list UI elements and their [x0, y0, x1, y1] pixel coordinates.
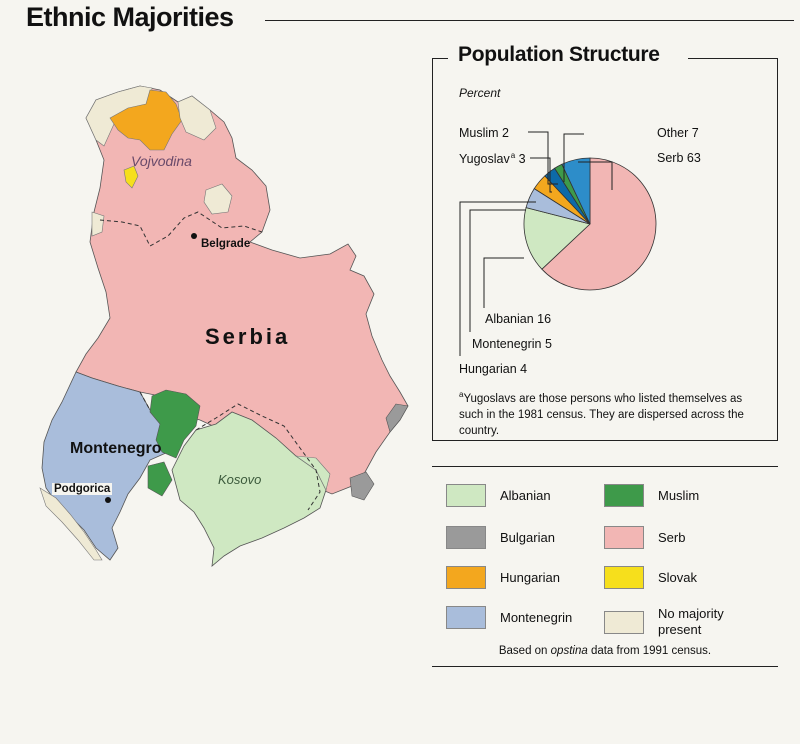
legend-swatch-muslim	[604, 484, 644, 507]
legend-label-montenegrin: Montenegrin	[500, 609, 573, 625]
chart-subtitle: Percent	[459, 86, 501, 100]
leader-albanian	[483, 257, 524, 308]
legend-item-slovak: Slovak	[604, 566, 697, 589]
map-region-hungarian	[109, 89, 183, 151]
legend-item-albanian: Albanian	[446, 484, 551, 507]
label-serbia: Serbia	[205, 324, 291, 349]
legend-label-bulgarian: Bulgarian	[500, 529, 555, 545]
leader-montenegrin	[469, 209, 526, 332]
map-region-slovak	[123, 165, 139, 189]
legend-item-muslim: Muslim	[604, 484, 699, 507]
pie-label-montenegrin: Montenegrin 5	[472, 337, 552, 351]
legend-rule-top	[432, 466, 778, 467]
legend-item-hungarian: Hungarian	[446, 566, 560, 589]
legend-swatch-no-majority	[604, 610, 644, 634]
pie-label-yugoslav-name: Yugoslav	[459, 152, 510, 167]
legend-swatch-albanian	[446, 484, 486, 507]
city-marker-podgorica	[105, 497, 111, 503]
panel-rule-right	[688, 58, 778, 59]
legend-item-serb: Serb	[604, 526, 685, 549]
chart-title: Population Structure	[458, 43, 660, 66]
legend-label-no-majority: No majority present	[658, 606, 724, 637]
legend-swatch-montenegrin	[446, 606, 486, 629]
leader-hungarian	[459, 201, 536, 356]
label-vojvodina: Vojvodina	[131, 153, 192, 169]
pie-chart	[459, 131, 657, 356]
pie-label-yugoslav-value: 3	[515, 152, 526, 167]
map-region-albanian-east	[294, 455, 331, 491]
montenegro-border	[139, 391, 151, 411]
legend-item-no-majority: No majority present	[604, 606, 748, 638]
legend-label-slovak: Slovak	[658, 569, 698, 585]
map-region-no-majority-west	[91, 211, 105, 237]
footnote-mark: a	[459, 390, 464, 399]
map-region-muslim	[149, 389, 201, 459]
legend-note-prefix: Based on	[498, 645, 551, 657]
page-title: Ethnic Majorities	[22, 2, 240, 33]
legend-label-albanian: Albanian	[500, 487, 551, 503]
label-podgorica: Podgorica	[52, 483, 113, 495]
ethnic-map	[39, 85, 409, 567]
leader-yugoslav	[530, 157, 552, 193]
legend-swatch-serb	[604, 526, 644, 549]
leader-serb	[578, 161, 613, 190]
city-marker-belgrade	[191, 233, 197, 239]
label-kosovo: Kosovo	[218, 472, 262, 487]
map-region-no-majority-east	[203, 183, 233, 215]
pie-label-hungarian: Hungarian 4	[459, 362, 528, 376]
pie-label-other: Other 7	[657, 126, 699, 140]
vojvodina-border	[99, 211, 263, 247]
map-region-bulgarian-north	[385, 403, 409, 433]
legend-label-muslim: Muslim	[658, 487, 700, 503]
map-region-muslim-south	[147, 461, 173, 497]
legend-swatch-slovak	[604, 566, 644, 589]
title-rule	[265, 20, 794, 21]
pie-label-yugoslav-mark: a	[510, 151, 516, 160]
legend-label-serb: Serb	[658, 529, 686, 545]
legend-rule-bottom	[432, 666, 778, 667]
leader-other	[563, 133, 584, 182]
map-region-bulgarian-south	[349, 471, 375, 501]
legend-swatch-hungarian	[446, 566, 486, 589]
footnote-text: Yugoslavs are those persons who listed t…	[459, 392, 744, 437]
legend-note-suffix: data from 1991 census.	[587, 645, 712, 657]
map-region-no-majority-coast	[39, 487, 103, 561]
population-structure-panel	[432, 58, 778, 441]
legend-source-note: Based on opstina data from 1991 census.	[432, 645, 778, 657]
kosovo-border	[195, 403, 321, 511]
pie-slice-serb	[541, 157, 657, 291]
legend-note-emphasis: opstina	[550, 645, 588, 657]
map-region-no-majority-ne	[177, 95, 217, 141]
label-belgrade: Belgrade	[201, 238, 251, 250]
legend-label-hungarian: Hungarian	[500, 569, 560, 585]
label-montenegro: Montenegro	[70, 440, 162, 457]
legend-item-montenegrin: Montenegrin	[446, 606, 572, 629]
map-region-kosovo	[171, 411, 327, 567]
legend-item-bulgarian: Bulgarian	[446, 526, 555, 549]
legend-swatch-bulgarian	[446, 526, 486, 549]
pie-label-albanian: Albanian 16	[485, 312, 552, 326]
pie-label-yugoslav: Yugoslava 3	[459, 151, 526, 166]
panel-rule-left	[432, 58, 448, 59]
pie-label-serb: Serb 63	[657, 151, 701, 165]
pie-slice-other	[561, 157, 591, 225]
pie-label-muslim: Muslim 2	[459, 126, 510, 140]
footnote: aYugoslavs are those persons who listed …	[459, 387, 769, 439]
